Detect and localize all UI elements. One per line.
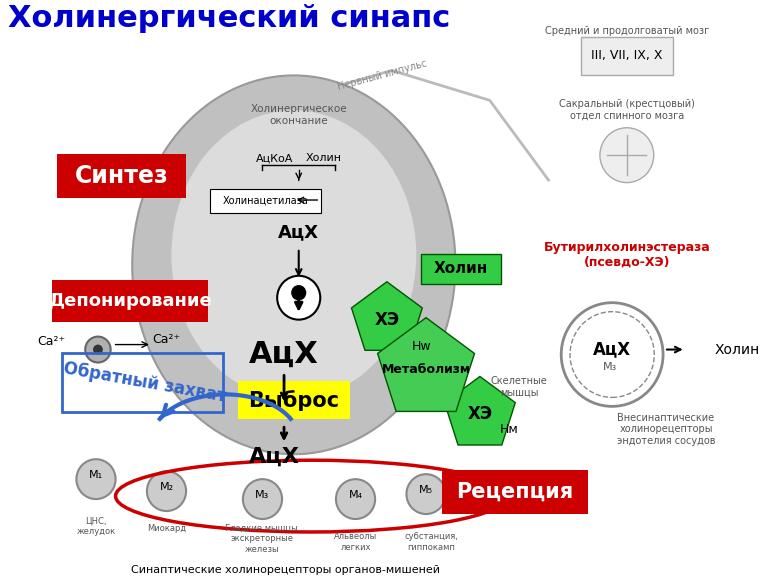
Text: Миокард: Миокард — [147, 525, 186, 533]
Circle shape — [292, 286, 306, 300]
Circle shape — [76, 459, 115, 499]
Text: Синтез: Синтез — [74, 164, 168, 188]
Text: Гладкие мышцы,
экскреторные
железы: Гладкие мышцы, экскреторные железы — [225, 524, 300, 554]
Circle shape — [243, 479, 282, 519]
Text: АцХ: АцХ — [249, 340, 319, 369]
Text: Нм: Нм — [500, 423, 518, 436]
Text: Холин: Холин — [305, 153, 341, 163]
Text: Холинергический синапс: Холинергический синапс — [8, 4, 450, 33]
Text: Сакральный (крестцовый)
отдел спинного мозга: Сакральный (крестцовый) отдел спинного м… — [559, 100, 695, 121]
Circle shape — [147, 471, 186, 511]
Text: Нw: Нw — [412, 340, 431, 353]
Ellipse shape — [600, 128, 654, 183]
Circle shape — [93, 344, 103, 355]
FancyBboxPatch shape — [210, 189, 321, 213]
Text: Ca²⁺: Ca²⁺ — [37, 335, 65, 348]
Text: Бутирилхолинэстераза
(псевдо-ХЭ): Бутирилхолинэстераза (псевдо-ХЭ) — [544, 241, 710, 269]
Text: Ca²⁺: Ca²⁺ — [152, 333, 180, 346]
Text: M₁: M₁ — [89, 470, 103, 480]
Text: Нервный импульс: Нервный импульс — [336, 59, 428, 92]
Text: АцХ: АцХ — [249, 446, 300, 466]
Text: III, VII, IX, X: III, VII, IX, X — [591, 49, 663, 62]
Text: Холин: Холин — [434, 262, 488, 276]
Text: АцХ: АцХ — [278, 223, 319, 241]
FancyBboxPatch shape — [442, 470, 588, 514]
Text: ХЭ: ХЭ — [468, 406, 492, 423]
Text: M₄: M₄ — [349, 490, 362, 500]
FancyBboxPatch shape — [52, 280, 207, 321]
Text: Холинацетилаза: Холинацетилаза — [223, 196, 309, 206]
Text: АцКоА: АцКоА — [256, 153, 293, 163]
Circle shape — [561, 303, 663, 407]
Circle shape — [336, 479, 375, 519]
Circle shape — [277, 276, 320, 320]
Text: Холинергическое
окончание: Холинергическое окончание — [250, 104, 347, 126]
Text: M₃: M₃ — [256, 490, 270, 500]
Circle shape — [406, 474, 445, 514]
Text: M₃: M₃ — [603, 362, 617, 373]
Ellipse shape — [171, 110, 416, 399]
Text: Холин: Холин — [715, 343, 760, 357]
Text: Депонирование: Депонирование — [48, 291, 212, 310]
Polygon shape — [378, 317, 475, 411]
FancyBboxPatch shape — [581, 36, 673, 75]
Text: ХЭ: ХЭ — [374, 310, 399, 329]
Circle shape — [85, 336, 111, 362]
Text: Внесинаптические
холинорецепторы
эндотелия сосудов: Внесинаптические холинорецепторы эндотел… — [617, 412, 715, 446]
Text: Скелетные
мышцы: Скелетные мышцы — [491, 376, 548, 397]
Text: субстанция,
гиппокамп: субстанция, гиппокамп — [404, 532, 458, 552]
Text: M₅: M₅ — [419, 485, 433, 495]
Text: Альвеолы
легких: Альвеолы легких — [334, 532, 377, 552]
Text: АцХ: АцХ — [593, 340, 631, 358]
Text: M₂: M₂ — [160, 482, 174, 492]
Polygon shape — [352, 282, 422, 350]
FancyBboxPatch shape — [421, 254, 502, 284]
Polygon shape — [445, 377, 515, 445]
Text: Обратный захват: Обратный захват — [62, 359, 228, 406]
Text: ЦНС,
желудок: ЦНС, желудок — [76, 516, 116, 536]
FancyBboxPatch shape — [238, 381, 349, 419]
FancyBboxPatch shape — [57, 154, 186, 198]
Text: Средний и продолговатый мозг: Средний и продолговатый мозг — [545, 25, 709, 36]
Ellipse shape — [132, 75, 455, 454]
Text: Рецепция: Рецепция — [456, 482, 574, 502]
Text: Синаптические холинорецепторы органов-мишеней: Синаптические холинорецепторы органов-ми… — [131, 565, 441, 575]
Text: Метаболизм: Метаболизм — [382, 363, 471, 376]
Text: Выброс: Выброс — [248, 390, 339, 411]
